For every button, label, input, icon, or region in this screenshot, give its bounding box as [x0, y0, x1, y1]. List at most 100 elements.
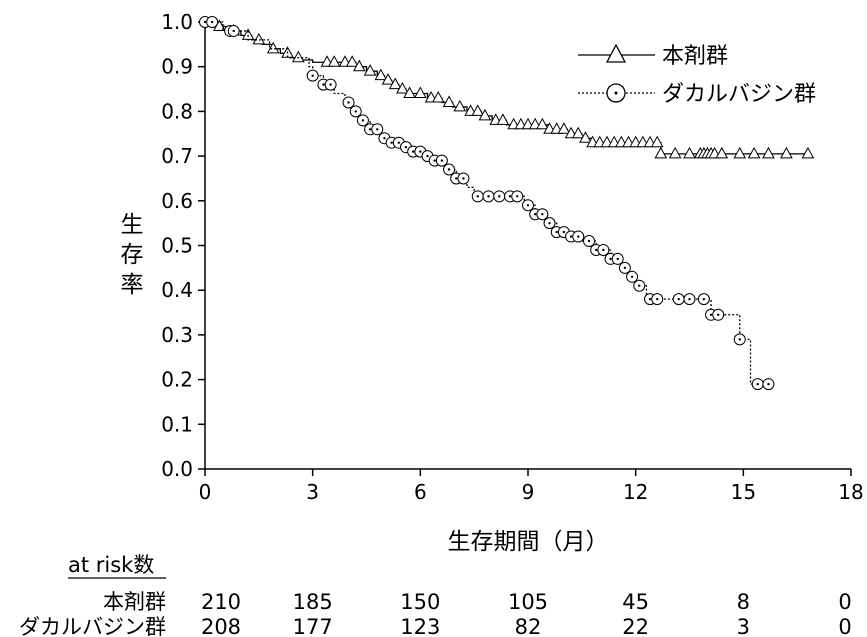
censor-marker — [583, 235, 596, 248]
x-axis-ticks: 0 3 6 9 12 15 18 — [199, 469, 864, 504]
legend-entry: ダカルバジン群 — [578, 82, 816, 107]
censor-marker — [672, 293, 685, 306]
censor-marker — [579, 131, 592, 143]
x-tick-label: 15 — [731, 480, 756, 504]
series-layer — [199, 16, 815, 391]
legend-entry: 本剤群 — [578, 43, 728, 69]
series-2 — [199, 16, 775, 391]
x-tick-label: 9 — [522, 480, 535, 504]
y-tick-label: 0.2 — [161, 368, 193, 392]
y-tick-label: 0.6 — [161, 189, 193, 213]
y-tick-label: 0.0 — [161, 457, 193, 481]
series-1 — [205, 19, 815, 159]
x-tick-label: 6 — [414, 480, 427, 504]
x-tick-label: 12 — [623, 480, 648, 504]
censor-marker — [471, 190, 484, 203]
censor-marker — [496, 113, 510, 125]
risk-value: 208 — [201, 615, 241, 637]
censor-marker — [654, 146, 668, 159]
censor-marker — [536, 117, 549, 130]
censor-marker — [712, 308, 725, 321]
y-tick-label: 0.9 — [161, 55, 193, 79]
censor-marker — [356, 114, 369, 127]
risk-value: 150 — [400, 590, 440, 614]
censor-marker — [478, 108, 492, 121]
censor-marker — [626, 270, 639, 283]
censor-marker — [435, 154, 448, 167]
y-tick-label: 0.8 — [161, 99, 193, 123]
censor-marker — [431, 90, 445, 103]
censor-marker — [324, 78, 337, 91]
risk-value: 82 — [515, 615, 542, 637]
censor-marker — [536, 208, 549, 221]
censor-marker — [388, 77, 402, 90]
risk-table-title: at risk数 — [68, 553, 154, 577]
risk-value: 45 — [622, 590, 649, 614]
censor-marker — [571, 126, 585, 139]
y-tick-label: 0.1 — [161, 412, 193, 436]
y-tick-label: 0.7 — [161, 144, 193, 168]
risk-value: 105 — [508, 590, 548, 614]
censor-marker — [442, 95, 456, 107]
censor-marker — [443, 163, 456, 176]
censor-marker — [543, 217, 556, 230]
censor-marker — [493, 190, 506, 203]
x-tick-label: 0 — [199, 480, 212, 504]
censor-marker — [371, 123, 384, 136]
censor-marker — [557, 122, 571, 134]
censor-marker — [651, 293, 664, 306]
series-line — [205, 21, 769, 385]
y-tick-label: 0.5 — [161, 234, 193, 258]
censor-marker — [381, 73, 395, 85]
censor-marker — [762, 378, 775, 391]
censor-marker — [733, 333, 746, 346]
censor-marker — [342, 96, 355, 109]
censor-marker — [572, 230, 585, 243]
censor-marker — [352, 59, 366, 72]
y-tick-label: 0.4 — [161, 278, 193, 302]
censor-marker — [597, 243, 610, 256]
y-axis-title: 生存率 — [121, 212, 144, 298]
censor-marker — [697, 293, 710, 306]
censor-marker — [453, 99, 467, 112]
risk-value: 0 — [838, 615, 851, 637]
y-axis-ticks: 0.0 0.1 0.2 0.3 0.4 0.5 0.6 0.7 0.8 0.9 1.0 — [161, 10, 205, 481]
legend-marker — [605, 43, 627, 63]
censor-marker — [733, 146, 747, 159]
y-axis-title-char: 存 — [121, 242, 144, 268]
x-axis-title: 生存期間（月） — [448, 529, 609, 555]
censor-marker — [413, 86, 427, 99]
censor-marker — [618, 261, 631, 274]
censor-marker — [345, 55, 359, 67]
censor-marker — [206, 16, 219, 28]
censor-marker — [751, 378, 764, 391]
censor-marker — [363, 64, 377, 76]
y-axis-title-char: 生 — [121, 212, 144, 238]
censor-marker — [762, 146, 775, 159]
risk-value: 210 — [201, 590, 241, 614]
censor-marker — [291, 50, 305, 63]
censor-marker — [683, 146, 696, 159]
risk-value: 185 — [293, 590, 333, 614]
censor-marker — [511, 190, 524, 203]
risk-value: 3 — [737, 615, 750, 637]
censor-marker — [327, 55, 341, 67]
risk-row-label: ダカルバジン群 — [19, 615, 166, 637]
risk-value: 123 — [400, 615, 440, 637]
censor-marker — [252, 32, 266, 45]
censor-marker — [715, 146, 729, 159]
censor-marker — [266, 41, 280, 54]
censor-marker — [633, 279, 646, 292]
risk-value: 177 — [293, 615, 333, 637]
censor-marker — [349, 105, 362, 118]
censor-marker — [747, 146, 761, 159]
censor-marker — [522, 199, 534, 212]
censor-marker — [457, 172, 470, 185]
censor-marker — [611, 252, 624, 265]
legend-label: ダカルバジン群 — [662, 82, 816, 107]
y-axis-title-char: 率 — [121, 272, 144, 298]
x-tick-label: 18 — [838, 480, 863, 504]
